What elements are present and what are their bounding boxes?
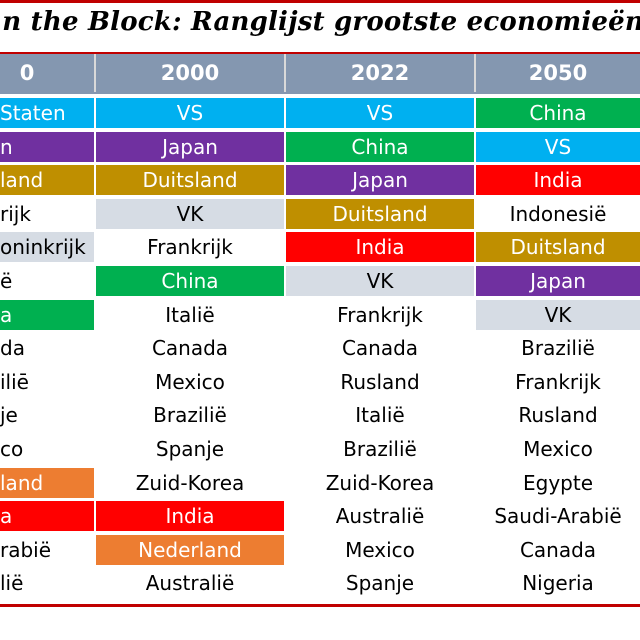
header-row bbox=[0, 52, 640, 94]
table-cell: VS bbox=[476, 131, 640, 162]
table-cell: Frankrijk bbox=[96, 232, 284, 263]
header-divider bbox=[94, 54, 96, 92]
table-cell: Duitsland bbox=[96, 165, 284, 196]
table-cell: Brazilië bbox=[286, 434, 474, 464]
table-cell: China bbox=[476, 98, 640, 128]
table-cell: Canada bbox=[96, 333, 284, 364]
table-cell: Indonesië bbox=[476, 198, 640, 229]
table-cell: lië bbox=[0, 568, 94, 599]
table-cell: Mexico bbox=[286, 534, 474, 565]
table-cell: Duitsland bbox=[476, 232, 640, 263]
table-cell: Mexico bbox=[96, 366, 284, 397]
header-divider bbox=[474, 54, 476, 92]
header-divider bbox=[284, 54, 286, 92]
table-cell: rabië bbox=[0, 534, 94, 565]
table-cell: a bbox=[0, 299, 94, 330]
table-cell: India bbox=[476, 165, 640, 196]
table-cell: ë bbox=[0, 266, 94, 296]
table-cell: je bbox=[0, 400, 94, 431]
table-cell: Canada bbox=[286, 333, 474, 364]
table-cell: oninkrijk bbox=[0, 232, 94, 263]
table-cell: Italië bbox=[286, 400, 474, 431]
table-cell: India bbox=[96, 501, 284, 532]
table-cell: da bbox=[0, 333, 94, 364]
table-cell: VS bbox=[286, 98, 474, 128]
table-cell: Mexico bbox=[476, 434, 640, 464]
table-cell: VK bbox=[286, 266, 474, 296]
header-col-2050: 2050 bbox=[528, 61, 588, 85]
table-cell: Italië bbox=[96, 299, 284, 330]
title-text: n the Block: Ranglijst grootste economie… bbox=[2, 7, 640, 37]
table-cell: Canada bbox=[476, 534, 640, 565]
table-cell: land bbox=[0, 165, 94, 196]
table-cell: rijk bbox=[0, 198, 94, 229]
header-col-0: 0 bbox=[19, 61, 35, 85]
table-cell: n bbox=[0, 131, 94, 162]
table-cell: iliē bbox=[0, 366, 94, 397]
table-cell: Zuid-Korea bbox=[96, 467, 284, 498]
table-cell: VK bbox=[476, 299, 640, 330]
table-cell: Saudi-Arabië bbox=[476, 501, 640, 532]
table-cell: India bbox=[286, 232, 474, 263]
table-cell: China bbox=[286, 131, 474, 162]
table-cell: Japan bbox=[96, 131, 284, 162]
table-cell: Staten bbox=[0, 98, 94, 128]
table-cell: land bbox=[0, 467, 94, 498]
ranking-table: n the Block: Ranglijst grootste economie… bbox=[0, 0, 640, 607]
table-cell: Brazilië bbox=[476, 333, 640, 364]
table-cell: VS bbox=[96, 98, 284, 128]
table-cell: Frankrijk bbox=[286, 299, 474, 330]
header-col-2022: 2022 bbox=[350, 61, 410, 85]
table-cell: Spanje bbox=[286, 568, 474, 599]
table-cell: a bbox=[0, 501, 94, 532]
table-cell: China bbox=[96, 266, 284, 296]
table-cell: Spanje bbox=[96, 434, 284, 464]
table-cell: Rusland bbox=[476, 400, 640, 431]
table-cell: Japan bbox=[286, 165, 474, 196]
table-cell: Frankrijk bbox=[476, 366, 640, 397]
table-cell: VK bbox=[96, 198, 284, 229]
table-cell: Nederland bbox=[96, 534, 284, 565]
table-cell: Brazilië bbox=[96, 400, 284, 431]
header-col-2000: 2000 bbox=[160, 61, 220, 85]
table-cell: Australië bbox=[286, 501, 474, 532]
table-cell: Egypte bbox=[476, 467, 640, 498]
table-cell: Duitsland bbox=[286, 198, 474, 229]
table-cell: Australië bbox=[96, 568, 284, 599]
table-cell: Nigeria bbox=[476, 568, 640, 599]
table-cell: Zuid-Korea bbox=[286, 467, 474, 498]
table-title: n the Block: Ranglijst grootste economie… bbox=[0, 0, 640, 48]
table-cell: Japan bbox=[476, 266, 640, 296]
table-cell: Rusland bbox=[286, 366, 474, 397]
table-cell: co bbox=[0, 434, 94, 464]
